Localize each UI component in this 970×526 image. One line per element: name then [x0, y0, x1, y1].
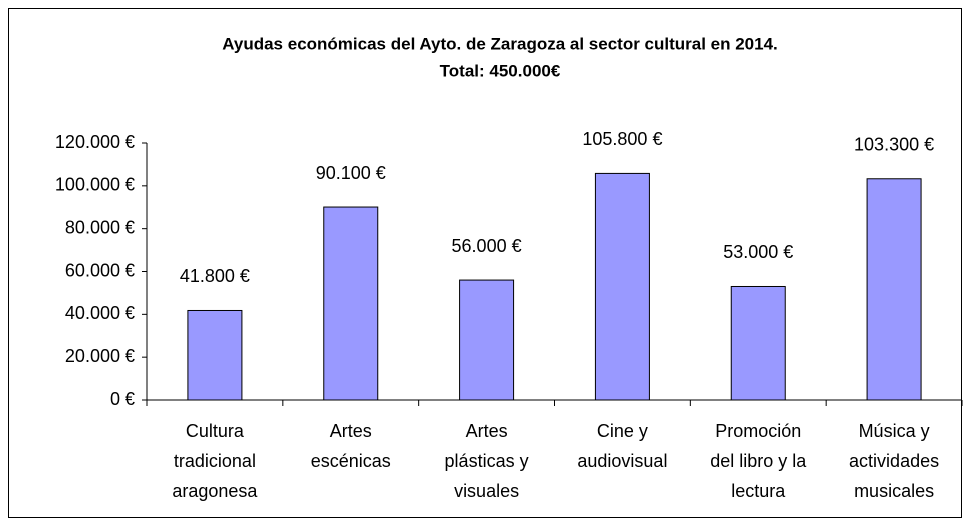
x-tick-label: Cultura tradicional aragonesa	[172, 421, 258, 501]
bar	[187, 309, 243, 401]
bar	[459, 279, 515, 401]
y-tick-label: 60.000 €	[65, 260, 135, 280]
value-label: 53.000 €	[723, 242, 793, 262]
value-label: 41.800 €	[180, 266, 250, 286]
bar	[866, 178, 922, 401]
value-label: 56.000 €	[452, 236, 522, 256]
chart-border	[8, 8, 962, 518]
value-label: 105.800 €	[582, 129, 662, 149]
y-tick-label: 0 €	[110, 389, 135, 409]
y-tick-label: 40.000 €	[65, 303, 135, 323]
x-tick-label: Promoción del libro y la lectura	[710, 421, 807, 501]
value-label: 90.100 €	[316, 163, 386, 183]
chart-subtitle: Total: 450.000€	[440, 61, 561, 80]
bar	[730, 285, 786, 401]
x-tick-label: Artes plásticas y visuales	[445, 421, 529, 501]
y-tick-label: 120.000 €	[55, 132, 135, 152]
y-tick-label: 100.000 €	[55, 175, 135, 195]
y-tick-label: 80.000 €	[65, 217, 135, 237]
chart-title: Ayudas económicas del Ayto. de Zaragoza …	[222, 34, 778, 53]
x-tick-label: Artes escénicas	[311, 421, 391, 471]
x-tick-label: Cine y audiovisual	[577, 421, 667, 471]
y-tick-label: 20.000 €	[65, 346, 135, 366]
bar	[594, 172, 650, 401]
bar	[323, 206, 379, 401]
value-label: 103.300 €	[854, 135, 934, 155]
x-tick-label: Música y actividades musicales	[849, 421, 939, 501]
